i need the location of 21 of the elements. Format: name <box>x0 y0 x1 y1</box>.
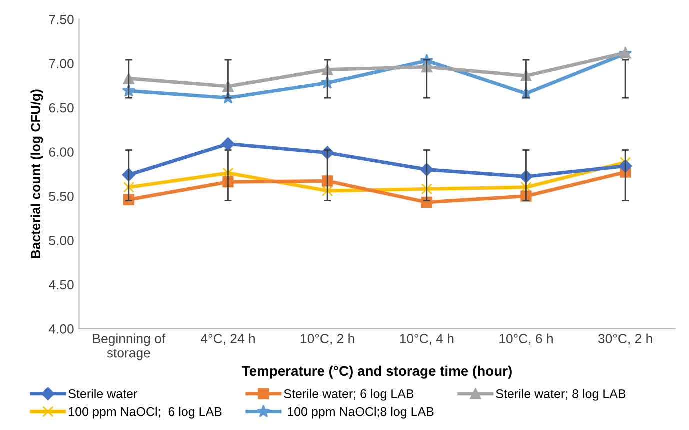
x-tick-label: 30°C, 2 h <box>598 334 652 346</box>
x-tick-label: 10°C, 2 h <box>300 334 354 346</box>
y-tick-label: 4.00 <box>49 324 74 334</box>
y-tick-label: 6.00 <box>49 148 74 157</box>
y-tick-label: 7.50 <box>49 14 74 24</box>
y-tick-label: 7.00 <box>49 59 74 68</box>
y-tick-label: 6.50 <box>49 103 74 113</box>
x-tick-label: Beginning of storage <box>93 334 166 360</box>
y-axis-title: Bacterial count (log CFU/g) <box>30 90 44 258</box>
legend-label: 100 ppm NaOCl; 6 log LAB <box>69 407 222 419</box>
legend-label: Sterile water; 8 log LAB <box>496 389 626 401</box>
x-axis-title: Temperature (°C) and storage time (hour) <box>242 366 512 379</box>
x-tick-label: 10°C, 4 h <box>400 334 454 346</box>
y-tick-label: 5.00 <box>49 236 74 246</box>
legend-label: Sterile water <box>68 389 138 398</box>
x-tick-label: 10°C, 6 h <box>500 334 553 346</box>
y-tick-label: 4.50 <box>49 280 74 290</box>
legend-label: 100 ppm NaOCl;8 log LAB <box>288 407 434 419</box>
x-tick-label: 4°C, 24 h <box>200 334 255 346</box>
y-tick-label: 5.50 <box>49 192 74 202</box>
legend-label: Sterile water; 6 log LAB <box>284 389 414 401</box>
